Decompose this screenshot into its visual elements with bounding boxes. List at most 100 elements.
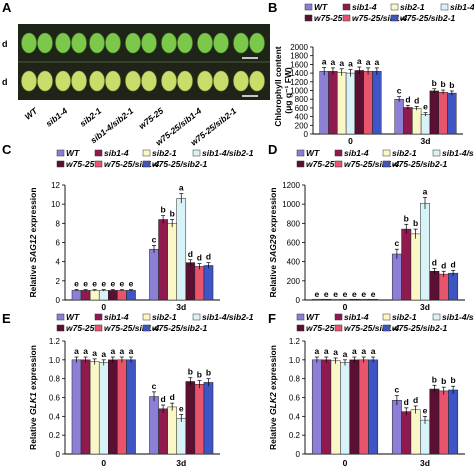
legend-d: WT sib1-4 sib2-1 sib1-4/sib2-1 w75-25 w75-25/… — [296, 148, 474, 169]
legend-swatch-e-w75-25 — [56, 324, 65, 332]
y-label-prefix-c: Relative — [28, 263, 38, 298]
y-axis-label-d: Relative SAG29 expression — [268, 187, 278, 297]
significance-letter-f-sib1-4-0: a — [324, 346, 329, 356]
bar-e-w75-25-sib2-1-0 — [126, 359, 136, 455]
y-tick-label-f-5: 1.0 — [289, 356, 301, 365]
y-tick-label-c-3: 6 — [56, 239, 61, 248]
genotype-label-sib1-4: sib1-4 — [44, 106, 70, 129]
legend-swatch-f-wt — [296, 313, 305, 321]
significance-letter-c-w75-25-sib2-1-0: e — [129, 279, 134, 289]
bar-f-wt-0 — [311, 359, 322, 455]
significance-letter-b-w75-25-sib1-4-1: b — [440, 79, 445, 89]
significance-letter-c-sib2-1-1: b — [170, 209, 175, 219]
y-label-gene-e: GLK1 — [28, 392, 38, 415]
y-label-suffix-c: expression — [28, 187, 38, 234]
legend-label-d-w75-25-sib2-1: w75-25/sib2-1 — [392, 159, 448, 169]
genotype-label-sib2-1: sib2-1 — [78, 106, 104, 129]
significance-letter-e-sib1-4-sib2-1-0: a — [101, 349, 106, 359]
bar-f-w75-25-sib1-4-0 — [358, 359, 369, 455]
legend-f: WT sib1-4 sib2-1 sib1-4/sib2-1 w75-25 w75-25/… — [296, 312, 474, 333]
bar-d-wt-0 — [311, 298, 322, 301]
legend-swatch-e-wt — [56, 313, 65, 321]
significance-letter-d-wt-1: c — [395, 238, 400, 248]
bar-f-w75-25-sib2-1-1 — [448, 389, 459, 455]
bar-b-w75-25-sib2-1-0 — [372, 71, 382, 135]
leaf-top-12 — [233, 32, 249, 54]
y-label-suffix-f: expression — [268, 345, 278, 392]
legend-swatch-c-sib1-4-sib2-1 — [192, 149, 201, 157]
leaf-top-1 — [37, 32, 53, 54]
legend-label-e-w75-25: w75-25 — [66, 323, 95, 333]
significance-letter-c-sib2-1-0: e — [92, 279, 97, 289]
significance-letter-b-sib2-1-1: d — [414, 95, 419, 105]
y-axis-unit-b: (μg g⁻¹ FW) — [283, 67, 293, 114]
significance-letter-d-w75-25-1: d — [432, 257, 437, 267]
panel-label-d: D — [268, 142, 277, 157]
legend-swatch-c-wt — [56, 149, 65, 157]
bar-d-w75-25-0 — [349, 298, 360, 301]
significance-letter-b-sib1-4-sib2-1-0: a — [348, 59, 353, 69]
bar-f-sib1-4-sib2-1-0 — [340, 362, 350, 455]
bar-c-w75-25-sib1-4-0 — [117, 290, 127, 301]
bar-d-w75-25-sib1-4-1 — [438, 273, 449, 301]
bar-b-w75-25-sib2-1-1 — [447, 92, 457, 135]
significance-letter-e-w75-25-sib1-4-1: b — [197, 370, 202, 380]
legend-label-c-sib2-1: sib2-1 — [152, 148, 177, 158]
panel-label-f: F — [268, 311, 276, 326]
category-label-e-0: 0 — [101, 458, 106, 468]
bar-c-sib2-1-0 — [89, 290, 100, 301]
bar-e-sib1-4-0 — [80, 359, 91, 455]
y-tick-label-d-3: 600 — [287, 239, 301, 248]
bar-e-wt-0 — [71, 359, 82, 455]
legend-swatch-d-sib1-4 — [334, 149, 343, 157]
legend-e: WT sib1-4 sib2-1 sib1-4/sib2-1 w75-25 w75-25/… — [56, 312, 254, 333]
legend-label-f-w75-25-sib2-1: w75-25/sib2-1 — [392, 323, 448, 333]
y-tick-label-b-2: 400 — [295, 113, 309, 122]
panel-f-chart: F WT sib1-4 sib2-1 sib1-4/sib2-1 w75-25 w75-25… — [268, 311, 474, 468]
significance-letter-e-w75-25-0: a — [110, 346, 115, 356]
significance-letter-e-wt-0: a — [74, 346, 79, 356]
significance-letter-d-sib2-1-0: e — [333, 289, 338, 299]
legend-label-b-w75-25: w75-25 — [314, 13, 343, 23]
bar-d-w75-25-sib2-1-1 — [448, 272, 459, 301]
leaf-top-0 — [21, 32, 37, 54]
significance-letter-e-sib2-1-0: a — [92, 348, 97, 358]
legend-label-e-sib1-4: sib1-4 — [104, 312, 129, 322]
legend-label-c-sib1-4-sib2-1: sib1-4/sib2-1 — [202, 148, 254, 158]
bar-d-sib2-1-1 — [410, 233, 421, 301]
panel-b-chart: B WT sib1-4 sib2-1 sib1-4/sib2-1 w75-25 w75-25… — [268, 0, 474, 146]
bar-e-sib1-4-sib2-1-0 — [98, 362, 109, 455]
significance-letter-f-sib1-4-sib2-1-1: e — [423, 405, 428, 415]
bar-c-sib1-4-1 — [158, 219, 168, 301]
y-tick-label-e-3: 0.6 — [49, 394, 61, 403]
y-label-suffix-d: expression — [268, 187, 278, 234]
legend-swatch-b-sib1-4-sib2-1 — [440, 3, 449, 11]
significance-letter-b-wt-1: c — [397, 86, 402, 96]
leaf-top-3 — [71, 32, 87, 54]
significance-letter-b-sib1-4-1: d — [405, 94, 410, 104]
legend-label-b-sib2-1: sib2-1 — [400, 2, 425, 12]
significance-letter-b-sib1-4-sib2-1-1: e — [423, 102, 428, 112]
bar-e-sib2-1-0 — [89, 361, 100, 455]
legend-label-f-w75-25: w75-25 — [306, 323, 335, 333]
y-axis-label-e: Relative GLK1 expression — [28, 345, 38, 450]
leaf-bottom-4 — [89, 70, 105, 92]
leaf-bottom-3 — [71, 70, 87, 92]
legend-swatch-e-w75-25-sib2-1 — [142, 324, 151, 332]
significance-letter-e-sib1-4-sib2-1-1: e — [179, 403, 184, 413]
leaf-top-10 — [197, 32, 213, 54]
y-tick-label-c-4: 8 — [56, 219, 61, 228]
bar-b-w75-25-0 — [354, 70, 364, 135]
significance-letter-c-w75-25-1: d — [188, 249, 193, 259]
significance-letter-b-wt-0: a — [322, 56, 327, 66]
y-axis-label-c: Relative SAG12 expression — [28, 187, 38, 297]
panel-e-chart: E WT sib1-4 sib2-1 sib1-4/sib2-1 w75-25 w75-25… — [2, 311, 254, 468]
significance-letter-f-w75-25-1: b — [432, 374, 437, 384]
legend-label-f-w75-25-sib1-4: w75-25/sib1-4 — [344, 323, 400, 333]
legend-label-d-sib1-4-sib2-1: sib1-4/sib2-1 — [442, 148, 474, 158]
panel-d-chart: D WT sib1-4 sib2-1 sib1-4/sib2-1 w75-25 w75-25… — [268, 142, 474, 312]
y-tick-label-b-7: 1400 — [290, 69, 308, 78]
leaf-bottom-9 — [177, 70, 193, 92]
